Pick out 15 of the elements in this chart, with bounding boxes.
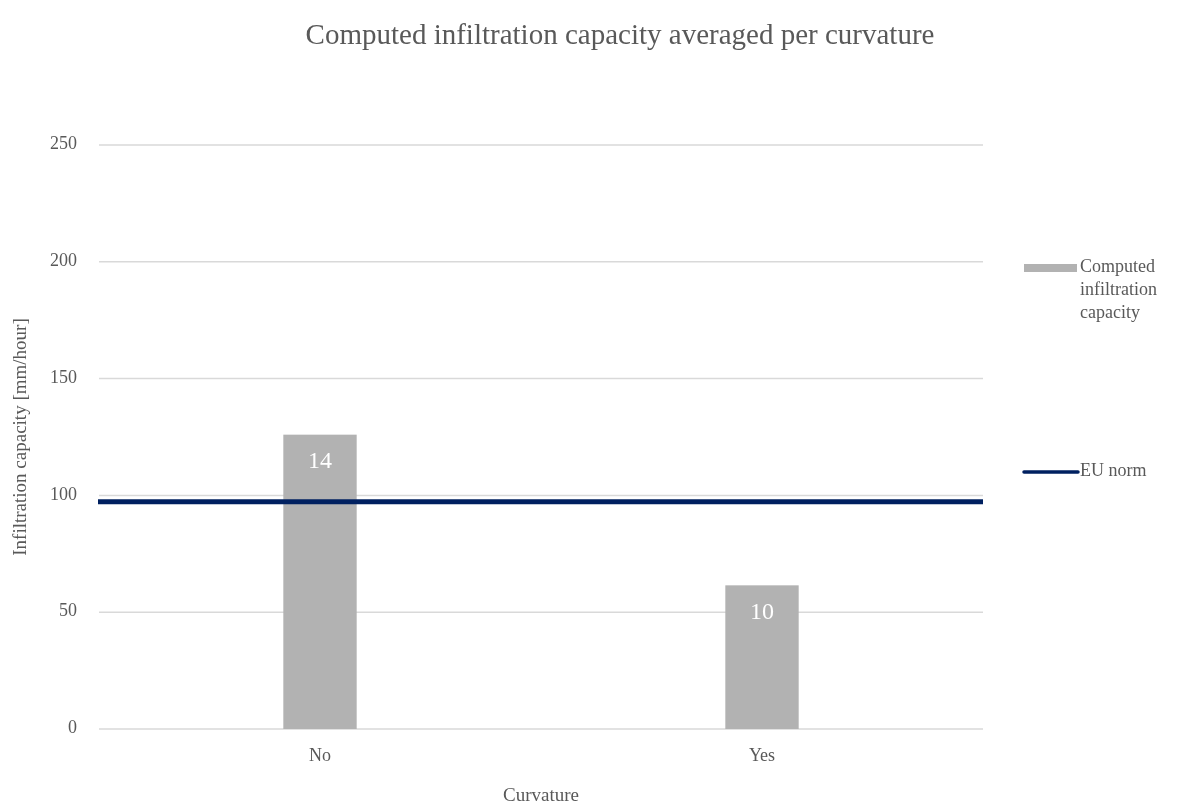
annotation: 10 — [750, 597, 774, 624]
y-tick-label: 50 — [59, 600, 77, 621]
chart-title: Computed infiltration capacity averaged per curvature — [305, 18, 935, 50]
y-tick-label: 150 — [50, 366, 77, 387]
annotation: 14 — [308, 447, 332, 474]
y-tick-label: 250 — [50, 133, 77, 154]
y-tick-label: 0 — [68, 717, 77, 738]
x-tick-label: No — [309, 745, 331, 765]
y-tick-label: 200 — [50, 249, 77, 270]
x-axis-title: Curvature — [503, 784, 579, 805]
legend-label: EU norm — [1080, 460, 1147, 481]
x-tick-label: Yes — [748, 745, 776, 765]
y-tick-label: 100 — [50, 483, 77, 504]
legend-label: Computed infiltration capacity — [1080, 256, 1157, 323]
y-axis-title: Infiltration capacity [mm/hour] — [9, 318, 30, 556]
